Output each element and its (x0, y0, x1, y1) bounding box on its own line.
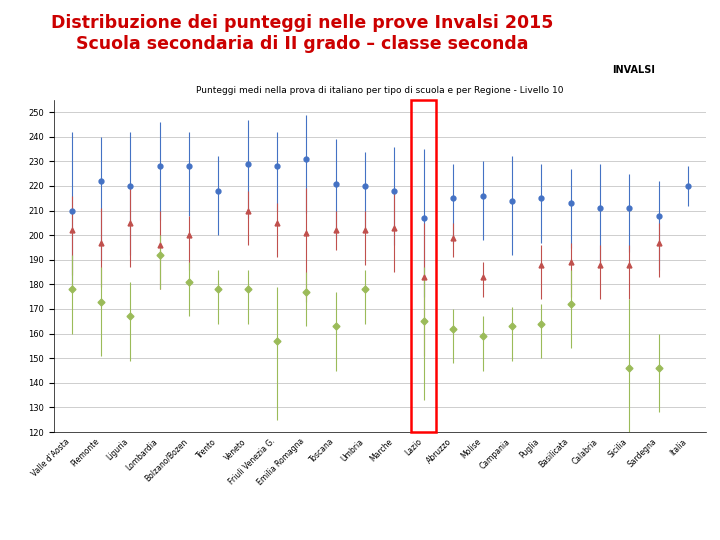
Title: Punteggi medi nella prova di italiano per tipo di scuola e per Regione - Livello: Punteggi medi nella prova di italiano pe… (196, 86, 564, 95)
Text: Scuola secondaria di II grado – classe seconda: Scuola secondaria di II grado – classe s… (76, 35, 528, 53)
Text: INVALSI: INVALSI (612, 65, 655, 75)
Bar (412, 100, 436, 432)
Text: Distribuzione dei punteggi nelle prove Invalsi 2015: Distribuzione dei punteggi nelle prove I… (51, 14, 554, 31)
